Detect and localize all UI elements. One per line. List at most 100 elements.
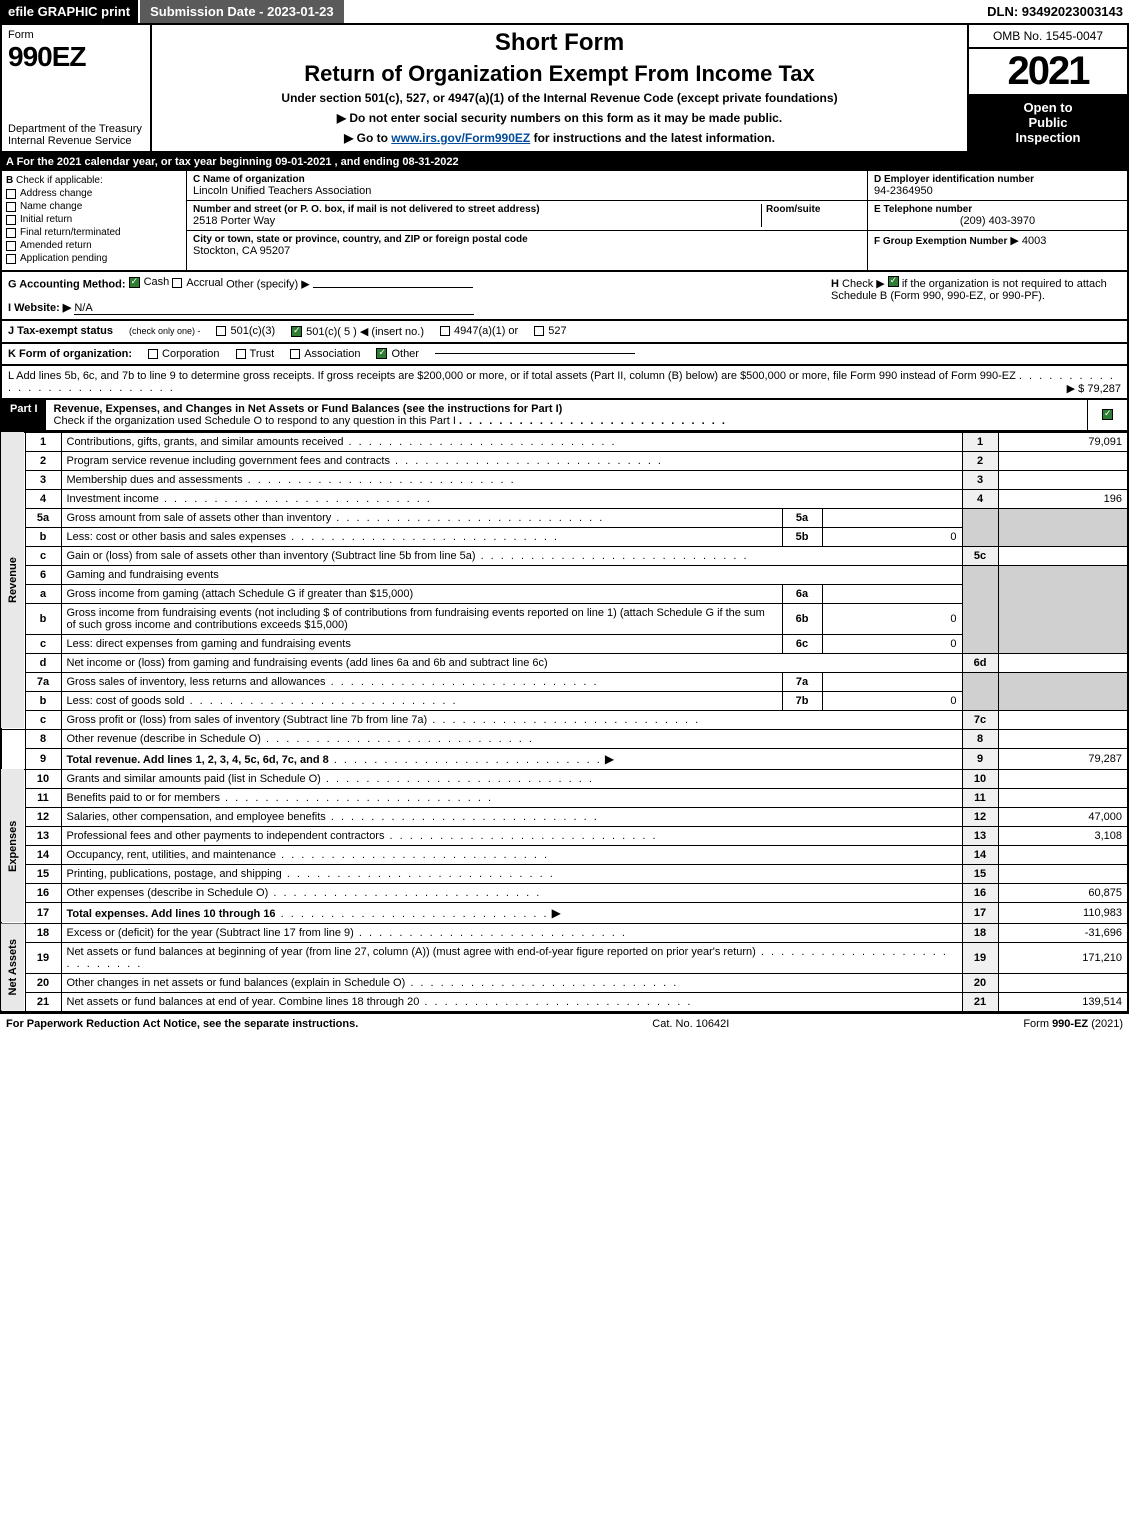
- line-desc: Gross income from fundraising events (no…: [67, 607, 765, 631]
- other-specify-input[interactable]: [313, 287, 473, 288]
- line-amount: [998, 653, 1128, 672]
- line-desc: Benefits paid to or for members: [67, 792, 220, 804]
- dots-icon: [405, 977, 678, 989]
- line-desc: Less: direct expenses from gaming and fu…: [67, 638, 351, 650]
- org-name: Lincoln Unified Teachers Association: [193, 185, 861, 197]
- line-num: 2: [25, 451, 61, 470]
- footer-right-bold: 990-EZ: [1052, 1018, 1088, 1030]
- line-ref: 21: [962, 992, 998, 1012]
- checkbox-schedule-b[interactable]: [888, 276, 899, 287]
- sub-line-num: 7a: [782, 672, 822, 691]
- table-row: Net Assets 18 Excess or (deficit) for th…: [1, 923, 1128, 942]
- line-amount: 79,287: [998, 748, 1128, 769]
- line-ref: 4: [962, 489, 998, 508]
- dots-icon: [419, 996, 692, 1008]
- k-corp: Corporation: [162, 348, 219, 360]
- line-desc: Salaries, other compensation, and employ…: [67, 811, 326, 823]
- chk-label-3: Final return/terminated: [20, 227, 121, 238]
- irs-link[interactable]: www.irs.gov/Form990EZ: [391, 131, 530, 145]
- checkbox-name-change[interactable]: [6, 202, 16, 212]
- other-org-input[interactable]: [435, 353, 635, 354]
- j-o4: 527: [548, 325, 566, 337]
- line-amount: [998, 470, 1128, 489]
- line-num: c: [25, 710, 61, 729]
- dots-icon: [276, 908, 549, 920]
- line-desc: Excess or (deficit) for the year (Subtra…: [67, 927, 354, 939]
- col-b-hdr: B: [6, 175, 13, 186]
- line-amount: [998, 710, 1128, 729]
- sub-line-val: 0: [822, 691, 962, 710]
- efile-print-button[interactable]: efile GRAPHIC print: [0, 0, 138, 23]
- line-ref: 9: [962, 748, 998, 769]
- checkbox-corporation[interactable]: [148, 349, 158, 359]
- chk-label-1: Name change: [20, 201, 82, 212]
- line-desc: Program service revenue including govern…: [67, 455, 390, 467]
- line-ref: 5c: [962, 546, 998, 565]
- sub-line-val: 0: [822, 603, 962, 634]
- table-row: 16 Other expenses (describe in Schedule …: [1, 883, 1128, 902]
- checkbox-address-change[interactable]: [6, 189, 16, 199]
- group-number: ▶ 4003: [1010, 235, 1046, 247]
- line-ref: 16: [962, 883, 998, 902]
- return-title: Return of Organization Exempt From Incom…: [160, 61, 959, 87]
- checkbox-initial-return[interactable]: [6, 215, 16, 225]
- omb-number: OMB No. 1545-0047: [969, 25, 1127, 49]
- checkbox-other-org[interactable]: [376, 348, 387, 359]
- expenses-vertical-label: Expenses: [1, 769, 25, 923]
- subtitle: Under section 501(c), 527, or 4947(a)(1)…: [160, 91, 959, 105]
- dots-icon: [185, 695, 458, 707]
- checkbox-501c3[interactable]: [216, 326, 226, 336]
- part-1-header: Part I Revenue, Expenses, and Changes in…: [0, 400, 1129, 432]
- line-num: 12: [25, 807, 61, 826]
- part-1-sub: Check if the organization used Schedule …: [54, 415, 456, 427]
- line-num: 7a: [25, 672, 61, 691]
- checkbox-final-return[interactable]: [6, 228, 16, 238]
- line-desc: Gross sales of inventory, less returns a…: [67, 676, 326, 688]
- table-row: 21 Net assets or fund balances at end of…: [1, 992, 1128, 1012]
- line-desc: Net income or (loss) from gaming and fun…: [67, 657, 548, 669]
- form-header: Form 990EZ Department of the Treasury In…: [0, 25, 1129, 153]
- part1-dots: [459, 415, 727, 427]
- line-num: 16: [25, 883, 61, 902]
- line-ref: 17: [962, 902, 998, 923]
- checkbox-application-pending[interactable]: [6, 254, 16, 264]
- tel: (209) 403-3970: [874, 215, 1121, 227]
- line-amount: 196: [998, 489, 1128, 508]
- short-form-title: Short Form: [160, 29, 959, 57]
- line-desc: Investment income: [67, 493, 159, 505]
- checkbox-501c[interactable]: [291, 326, 302, 337]
- line-amount: [998, 973, 1128, 992]
- accrual-label: Accrual: [186, 277, 223, 289]
- sub-line-val: [822, 584, 962, 603]
- line-ref: 7c: [962, 710, 998, 729]
- checkbox-cash[interactable]: [129, 277, 140, 288]
- line-num: c: [25, 634, 61, 653]
- checkbox-trust[interactable]: [236, 349, 246, 359]
- checkbox-schedule-o-part1[interactable]: [1102, 409, 1113, 420]
- table-row: 5a Gross amount from sale of assets othe…: [1, 508, 1128, 527]
- sub-line-val: [822, 508, 962, 527]
- line-ref: 12: [962, 807, 998, 826]
- dots-icon: [343, 436, 616, 448]
- table-row: c Gain or (loss) from sale of assets oth…: [1, 546, 1128, 565]
- checkbox-association[interactable]: [290, 349, 300, 359]
- line-desc: Gross income from gaming (attach Schedul…: [67, 588, 414, 600]
- checkbox-4947[interactable]: [440, 326, 450, 336]
- checkbox-527[interactable]: [534, 326, 544, 336]
- dots-icon: [329, 754, 602, 766]
- line-ref: 10: [962, 769, 998, 788]
- line-num: 1: [25, 432, 61, 451]
- dots-icon: [326, 811, 599, 823]
- dln: DLN: 93492023003143: [987, 4, 1129, 19]
- table-row: c Gross profit or (loss) from sales of i…: [1, 710, 1128, 729]
- instruction-ssn: ▶ Do not enter social security numbers o…: [160, 111, 959, 125]
- row-l-amount: ▶ $ 79,287: [1067, 382, 1121, 395]
- checkbox-accrual[interactable]: [172, 278, 182, 288]
- line-amount: [998, 845, 1128, 864]
- checkbox-amended-return[interactable]: [6, 241, 16, 251]
- line-num: 15: [25, 864, 61, 883]
- row-k-label: K Form of organization:: [8, 348, 132, 360]
- topbar: efile GRAPHIC print Submission Date - 20…: [0, 0, 1129, 25]
- table-row: 9 Total revenue. Add lines 1, 2, 3, 4, 5…: [1, 748, 1128, 769]
- line-ref: 2: [962, 451, 998, 470]
